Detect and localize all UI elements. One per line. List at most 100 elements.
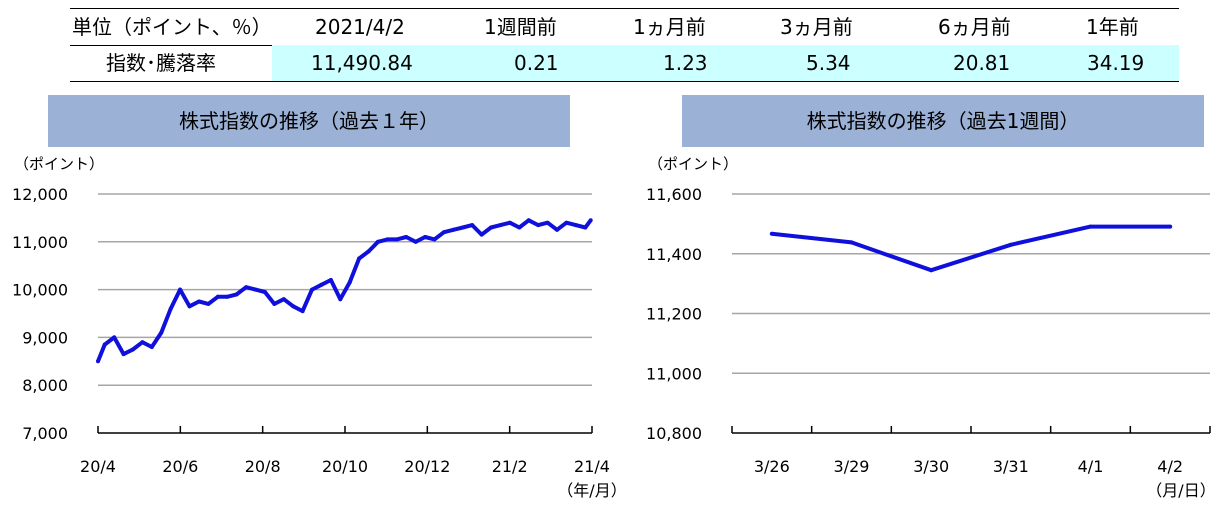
chart1-point-9 bbox=[178, 287, 183, 292]
chart1-point-50 bbox=[564, 220, 569, 225]
table-header-row: 単位（ポイント、％） 2021/4/2 1週間前 1ヵ月前 3ヵ月前 6ヵ月前 … bbox=[70, 8, 1179, 46]
chart1-point-30 bbox=[376, 239, 380, 244]
chart2-xlabel: （月/日） bbox=[1146, 481, 1215, 500]
chart1-point-24 bbox=[319, 282, 324, 287]
chart1-point-41 bbox=[479, 232, 484, 237]
chart1-point-6 bbox=[149, 345, 154, 349]
chart1-point-51 bbox=[573, 223, 578, 228]
chart1-point-40 bbox=[470, 223, 475, 228]
value-1year: 34.19 bbox=[1087, 51, 1145, 75]
chart2-ytick-1: 11,400 bbox=[646, 245, 702, 264]
header-1week: 1週間前 bbox=[484, 15, 557, 39]
chart1-xtick-0: 20/4 bbox=[80, 457, 116, 476]
chart1-point-43 bbox=[498, 223, 503, 228]
header-6month: 6ヵ月前 bbox=[938, 15, 1011, 39]
chart1-point-45 bbox=[517, 225, 522, 230]
chart2-xtick-2: 3/30 bbox=[913, 457, 949, 476]
chart2-xtick-5: 4/2 bbox=[1157, 457, 1183, 476]
chart1-point-34 bbox=[413, 239, 418, 244]
chart1-point-21 bbox=[291, 304, 296, 309]
chart1-point-5 bbox=[140, 340, 145, 345]
chart1-point-46 bbox=[526, 218, 531, 223]
chart1-point-18 bbox=[262, 290, 267, 294]
chart1-point-27 bbox=[347, 280, 352, 285]
chart1-ytick-3: 9,000 bbox=[22, 328, 68, 347]
chart1-xtick-2: 20/8 bbox=[245, 457, 281, 476]
chart1-point-53 bbox=[588, 218, 593, 223]
chart1-point-32 bbox=[394, 237, 399, 242]
chart1-point-25 bbox=[328, 278, 333, 282]
chart2-xtick-1: 3/29 bbox=[834, 457, 870, 476]
chart2-xtick-0: 3/26 bbox=[754, 457, 790, 476]
chart1-point-23 bbox=[310, 287, 314, 292]
chart2-xtick-4: 4/1 bbox=[1078, 457, 1104, 476]
value-6month: 20.81 bbox=[953, 51, 1011, 75]
chart1-point-26 bbox=[338, 297, 343, 302]
value-3month: 5.34 bbox=[806, 51, 851, 75]
chart1-ylabel: （ポイント） bbox=[14, 155, 104, 173]
chart1-point-2 bbox=[112, 335, 117, 340]
chart2-point-1 bbox=[849, 240, 854, 245]
chart2-ytick-3: 11,000 bbox=[646, 364, 702, 383]
chart1-point-19 bbox=[272, 301, 277, 306]
chart1-point-28 bbox=[357, 256, 362, 261]
chart2-point-3 bbox=[1008, 242, 1013, 247]
chart1-xtick-3: 20/10 bbox=[322, 457, 368, 476]
chart1-point-35 bbox=[423, 235, 428, 239]
chart2-series-line bbox=[771, 224, 1171, 273]
chart1-point-44 bbox=[507, 220, 512, 225]
chart2-title: 株式指数の推移（過去1週間） bbox=[682, 95, 1204, 147]
chart1-point-36 bbox=[432, 237, 437, 242]
chart1-point-29 bbox=[366, 249, 371, 254]
header-date: 2021/4/2 bbox=[315, 15, 405, 39]
chart2-ytick-0: 11,600 bbox=[646, 185, 702, 204]
chart1-point-33 bbox=[404, 235, 409, 239]
chart1-point-52 bbox=[583, 225, 588, 230]
row-label: 指数･騰落率 bbox=[106, 51, 216, 75]
table-data-row: 指数･騰落率 11,490.84 0.21 1.23 5.34 20.81 34… bbox=[70, 45, 1179, 82]
chart1-point-39 bbox=[460, 225, 465, 230]
chart1-ytick-5: 7,000 bbox=[22, 424, 68, 443]
chart1-point-10 bbox=[187, 304, 192, 309]
chart1-point-3 bbox=[121, 352, 126, 357]
chart1-point-20 bbox=[281, 297, 286, 302]
header-1month: 1ヵ月前 bbox=[633, 15, 706, 39]
chart2-ytick-2: 11,200 bbox=[646, 305, 702, 324]
chart1-ytick-0: 12,000 bbox=[12, 185, 68, 204]
chart1-ytick-2: 10,000 bbox=[12, 281, 68, 300]
chart1-point-38 bbox=[451, 227, 456, 232]
chart2-point-0 bbox=[769, 231, 774, 236]
chart1-point-48 bbox=[545, 220, 550, 225]
chart2-ylabel: （ポイント） bbox=[648, 155, 738, 173]
chart1-point-16 bbox=[244, 285, 249, 290]
chart1-point-42 bbox=[489, 225, 493, 230]
value-1week: 0.21 bbox=[514, 51, 559, 75]
chart1-point-37 bbox=[441, 230, 446, 235]
chart2-ytick-4: 10,800 bbox=[646, 424, 702, 443]
chart1-point-13 bbox=[215, 294, 220, 299]
chart1-xtick-4: 20/12 bbox=[404, 457, 450, 476]
chart1-ytick-4: 8,000 bbox=[22, 376, 68, 395]
chart1-point-11 bbox=[197, 299, 201, 304]
chart2-point-5 bbox=[1168, 224, 1173, 229]
chart1-point-0 bbox=[96, 359, 100, 364]
header-1year: 1年前 bbox=[1086, 15, 1139, 39]
chart1-xtick-5: 21/2 bbox=[492, 457, 528, 476]
chart1-point-8 bbox=[168, 306, 173, 311]
chart1-point-47 bbox=[536, 223, 541, 228]
value-index: 11,490.84 bbox=[311, 51, 413, 75]
chart1-xtick-1: 20/6 bbox=[162, 457, 198, 476]
chart2-xtick-3: 3/31 bbox=[993, 457, 1029, 476]
chart1-xtick-6: 21/4 bbox=[574, 457, 610, 476]
value-1month: 1.23 bbox=[663, 51, 708, 75]
chart1-point-15 bbox=[234, 292, 239, 297]
chart1-point-7 bbox=[159, 330, 164, 335]
chart2-point-2 bbox=[929, 268, 934, 273]
chart1-point-22 bbox=[300, 309, 305, 314]
chart1-point-14 bbox=[225, 294, 230, 299]
chart1-point-1 bbox=[102, 342, 107, 347]
chart1-point-12 bbox=[206, 301, 211, 306]
chart1-title: 株式指数の推移（過去１年） bbox=[48, 95, 570, 147]
chart1-ytick-1: 11,000 bbox=[12, 233, 68, 252]
